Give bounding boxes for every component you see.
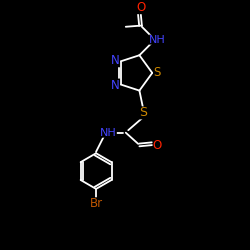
Text: S: S	[139, 106, 147, 119]
Text: NH: NH	[100, 128, 117, 138]
Text: NH: NH	[149, 35, 166, 45]
Text: Br: Br	[90, 197, 103, 210]
Text: O: O	[152, 138, 162, 151]
Text: S: S	[153, 66, 160, 80]
Text: N: N	[111, 78, 120, 92]
Text: N: N	[111, 54, 120, 67]
Text: O: O	[136, 1, 145, 14]
